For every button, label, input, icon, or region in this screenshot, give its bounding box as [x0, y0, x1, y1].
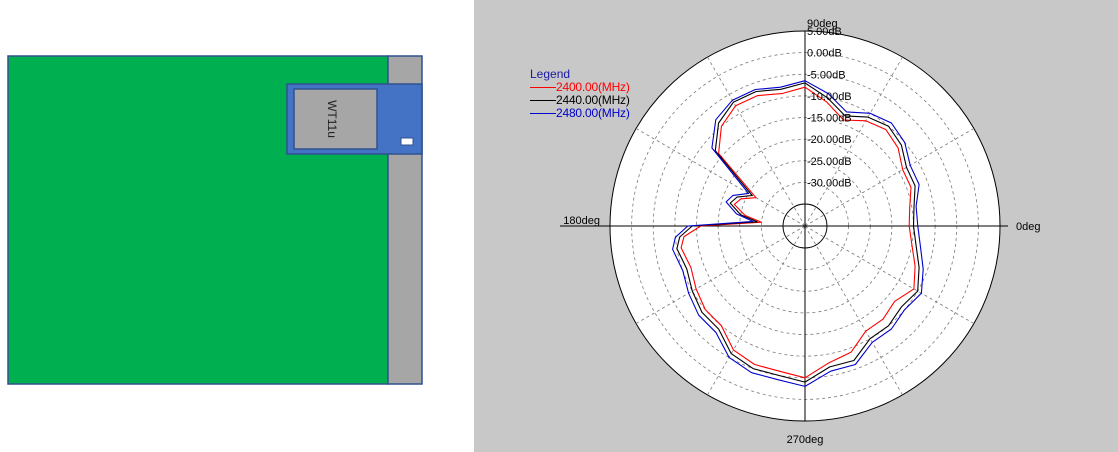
legend-swatch-2400	[530, 87, 556, 88]
legend-label-2480: 2480.00(MHz)	[556, 107, 630, 120]
radial-label: -15.00dB	[807, 113, 852, 125]
legend-swatch-2440	[530, 100, 556, 101]
angle-label-180: 180deg	[563, 215, 600, 227]
legend-entry-2480: 2480.00(MHz)	[530, 107, 630, 120]
radial-label: -30.00dB	[807, 177, 852, 189]
angle-label-270: 270deg	[787, 434, 824, 446]
angle-label-0: 0deg	[1016, 221, 1040, 233]
radial-label: -20.00dB	[807, 134, 852, 146]
chart-panel: 5.00dB 0.00dB -5.00dB -10.00dB -15.00dB -20.0…	[474, 0, 1118, 452]
module-label: WT11u	[325, 100, 339, 138]
legend-swatch-2480	[530, 113, 556, 114]
radial-label: -5.00dB	[807, 69, 846, 81]
angle-label-90: 90deg	[807, 18, 838, 30]
radial-label: -25.00dB	[807, 156, 852, 168]
radial-label: 0.00dB	[807, 48, 842, 60]
module-pad	[401, 138, 413, 145]
legend: Legend 2400.00(MHz) 2440.00(MHz) 2480.00…	[530, 68, 630, 120]
radial-label: -10.00dB	[807, 91, 852, 103]
board-diagram: WT11u	[0, 0, 440, 452]
